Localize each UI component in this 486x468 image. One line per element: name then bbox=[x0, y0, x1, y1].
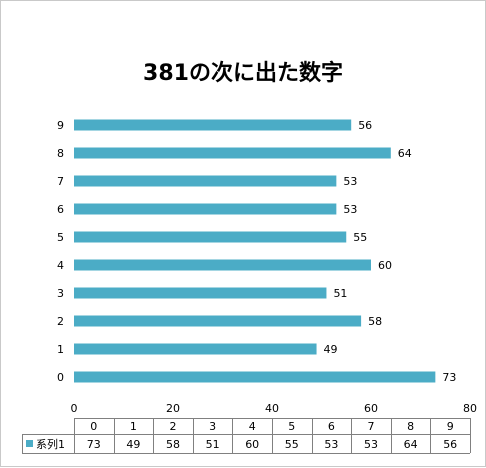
table-header-cell: 4 bbox=[249, 420, 256, 433]
x-tick-label: 0 bbox=[71, 402, 78, 415]
table-value-cell: 53 bbox=[324, 438, 338, 451]
bar bbox=[74, 203, 337, 215]
bar bbox=[74, 343, 317, 355]
y-tick-label: 9 bbox=[57, 119, 64, 132]
bar bbox=[74, 147, 391, 159]
data-label: 56 bbox=[358, 119, 372, 132]
table-header-cell: 7 bbox=[368, 420, 375, 433]
table-value-cell: 51 bbox=[206, 438, 220, 451]
bar bbox=[74, 175, 337, 187]
table-value-cell: 53 bbox=[364, 438, 378, 451]
y-tick-label: 5 bbox=[57, 231, 64, 244]
x-tick-label: 80 bbox=[463, 402, 477, 415]
y-tick-label: 7 bbox=[57, 175, 64, 188]
data-label: 55 bbox=[353, 231, 367, 244]
table-header-cell: 3 bbox=[209, 420, 216, 433]
data-label: 51 bbox=[333, 287, 347, 300]
y-tick-label: 0 bbox=[57, 371, 64, 384]
x-tick-label: 20 bbox=[166, 402, 180, 415]
data-label: 64 bbox=[398, 147, 412, 160]
y-tick-label: 8 bbox=[57, 147, 64, 160]
table-header-cell: 0 bbox=[90, 420, 97, 433]
table-value-cell: 60 bbox=[245, 438, 259, 451]
table-value-cell: 55 bbox=[285, 438, 299, 451]
table-value-cell: 64 bbox=[404, 438, 418, 451]
bar bbox=[74, 119, 352, 131]
x-tick-label: 40 bbox=[265, 402, 279, 415]
legend-series-name: 系列1 bbox=[36, 437, 65, 451]
table-value-cell: 73 bbox=[87, 438, 101, 451]
table-value-cell: 56 bbox=[443, 438, 457, 451]
bar bbox=[74, 315, 362, 327]
y-tick-label: 1 bbox=[57, 343, 64, 356]
y-tick-label: 3 bbox=[57, 287, 64, 300]
y-tick-label: 6 bbox=[57, 203, 64, 216]
bar bbox=[74, 371, 436, 383]
data-label: 58 bbox=[368, 315, 382, 328]
x-tick-label: 60 bbox=[364, 402, 378, 415]
table-value-cell: 58 bbox=[166, 438, 180, 451]
table-header-cell: 2 bbox=[170, 420, 177, 433]
table-header-cell: 8 bbox=[407, 420, 414, 433]
chart-title: 381の次に出た数字 bbox=[143, 61, 343, 86]
table-header-cell: 5 bbox=[288, 420, 295, 433]
bar bbox=[74, 231, 347, 243]
table-value-cell: 49 bbox=[126, 438, 140, 451]
table-header-cell: 1 bbox=[130, 420, 137, 433]
data-label: 73 bbox=[442, 371, 456, 384]
legend-swatch bbox=[26, 440, 33, 447]
table-header-cell: 9 bbox=[447, 420, 454, 433]
bar bbox=[74, 287, 327, 299]
table-header-cell: 6 bbox=[328, 420, 335, 433]
data-label: 53 bbox=[343, 203, 357, 216]
y-tick-label: 4 bbox=[57, 259, 64, 272]
data-label: 53 bbox=[343, 175, 357, 188]
bar bbox=[74, 259, 371, 271]
data-label: 60 bbox=[378, 259, 392, 272]
data-label: 49 bbox=[324, 343, 338, 356]
y-tick-label: 2 bbox=[57, 315, 64, 328]
